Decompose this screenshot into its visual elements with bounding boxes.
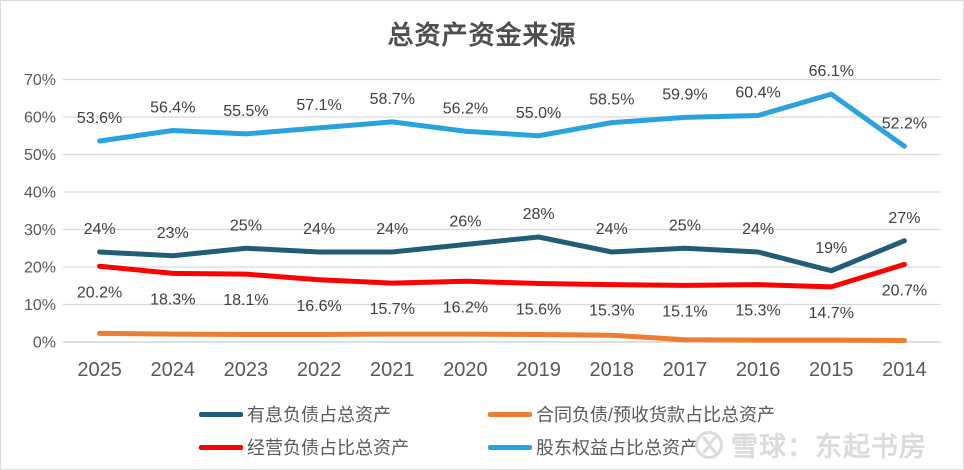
legend-label: 合同负债/预收货款占比总资产 xyxy=(536,405,775,425)
data-label: 14.7% xyxy=(809,305,854,322)
data-label: 18.1% xyxy=(223,292,268,309)
legend-line-marker xyxy=(199,444,243,450)
data-label: 25% xyxy=(669,217,701,234)
gridlines xyxy=(63,78,941,343)
data-label: 24% xyxy=(742,221,774,238)
data-label: 15.6% xyxy=(516,302,561,319)
data-label: 55.5% xyxy=(223,103,268,120)
x-tick-label: 2015 xyxy=(809,359,854,381)
data-label: 18.3% xyxy=(150,291,195,308)
data-label: 16.6% xyxy=(296,298,341,315)
data-label: 59.9% xyxy=(662,86,707,103)
x-tick-label: 2018 xyxy=(590,359,635,381)
series-line-1 xyxy=(97,261,907,290)
y-tick-label: 20% xyxy=(24,260,56,277)
legend-label: 有息负债占总资产 xyxy=(247,405,391,425)
x-tick-label: 2016 xyxy=(736,359,781,381)
data-label: 23% xyxy=(157,225,189,242)
x-tick-label: 2022 xyxy=(297,359,342,381)
data-label: 55.0% xyxy=(516,105,561,122)
x-axis-tick-labels: 2025 2024 2023 2022 2021 2020 2019 2018 2017 2016… xyxy=(77,359,926,381)
data-labels-series-1: 20.2% 18.3% 18.1% 16.6% 15.7% 16.2% 15.6% 15.3%… xyxy=(77,282,927,322)
data-label: 57.1% xyxy=(296,97,341,114)
data-label: 52.2% xyxy=(882,115,927,132)
data-label: 24% xyxy=(303,221,335,238)
data-label: 15.7% xyxy=(370,301,415,318)
y-tick-label: 10% xyxy=(24,297,56,314)
y-axis-tick-labels: 70% 60% 50% 40% 30% 20% 10% 0% xyxy=(24,72,56,352)
legend-label: 股东权益占比总资产 xyxy=(536,438,698,458)
data-label: 20.2% xyxy=(77,284,122,301)
x-tick-label: 2017 xyxy=(663,359,708,381)
data-label: 25% xyxy=(230,217,262,234)
data-label: 15.3% xyxy=(735,303,780,320)
y-tick-label: 30% xyxy=(24,222,56,239)
x-tick-label: 2024 xyxy=(151,359,196,381)
watermark-text: 雪球：东起书房 xyxy=(731,432,927,462)
data-label: 19% xyxy=(815,240,847,257)
y-tick-label: 40% xyxy=(24,185,56,202)
y-tick-label: 60% xyxy=(24,110,56,127)
data-label: 53.6% xyxy=(77,110,122,127)
legend-item-interest-debt: 有息负债占总资产 xyxy=(199,401,391,427)
x-tick-label: 2019 xyxy=(516,359,561,381)
data-label: 58.7% xyxy=(370,91,415,108)
legend-line-marker xyxy=(488,444,532,450)
series-line-3 xyxy=(97,91,907,149)
x-tick-label: 2025 xyxy=(77,359,122,381)
data-labels-series-3: 53.6% 56.4% 55.5% 57.1% 58.7% 56.2% 55.0% 58.5%… xyxy=(77,63,927,132)
watermark: 雪球：东起书房 xyxy=(693,425,927,464)
data-label: 27% xyxy=(888,210,920,227)
data-label: 16.2% xyxy=(443,299,488,316)
x-tick-label: 2021 xyxy=(370,359,415,381)
data-label: 15.3% xyxy=(589,303,634,320)
data-label: 66.1% xyxy=(809,63,854,80)
series-line-2 xyxy=(97,330,907,343)
chart-title: 总资产资金来源 xyxy=(387,20,577,50)
x-tick-label: 2020 xyxy=(443,359,488,381)
data-label: 60.4% xyxy=(735,85,780,102)
data-label: 24% xyxy=(596,221,628,238)
x-tick-label: 2014 xyxy=(882,359,927,381)
legend-line-marker xyxy=(488,411,532,417)
legend-item-operating-debt: 经营负债占比总资产 xyxy=(199,434,409,460)
series-line-0 xyxy=(97,234,907,274)
legend-label: 经营负债占比总资产 xyxy=(247,438,409,458)
data-label: 26% xyxy=(449,214,481,231)
xueqiu-logo-icon xyxy=(695,430,723,459)
legend-item-shareholder-equity: 股东权益占比总资产 xyxy=(488,434,698,460)
data-label: 58.5% xyxy=(589,92,634,109)
y-tick-label: 70% xyxy=(24,72,56,89)
data-label: 56.4% xyxy=(150,100,195,117)
y-tick-label: 0% xyxy=(33,335,56,352)
y-tick-label: 50% xyxy=(24,147,56,164)
data-label: 24% xyxy=(376,221,408,238)
x-tick-label: 2023 xyxy=(224,359,269,381)
data-label: 28% xyxy=(523,206,555,223)
data-labels-series-0: 24% 23% 25% 24% 24% 26% 28% 24% 25% 24% 19% 27% xyxy=(84,206,921,257)
data-label: 24% xyxy=(84,221,116,238)
data-label: 56.2% xyxy=(443,100,488,117)
data-label: 15.1% xyxy=(662,303,707,320)
data-label: 20.7% xyxy=(882,282,927,299)
legend-item-contract-liability: 合同负债/预收货款占比总资产 xyxy=(488,401,775,427)
legend-line-marker xyxy=(199,411,243,417)
